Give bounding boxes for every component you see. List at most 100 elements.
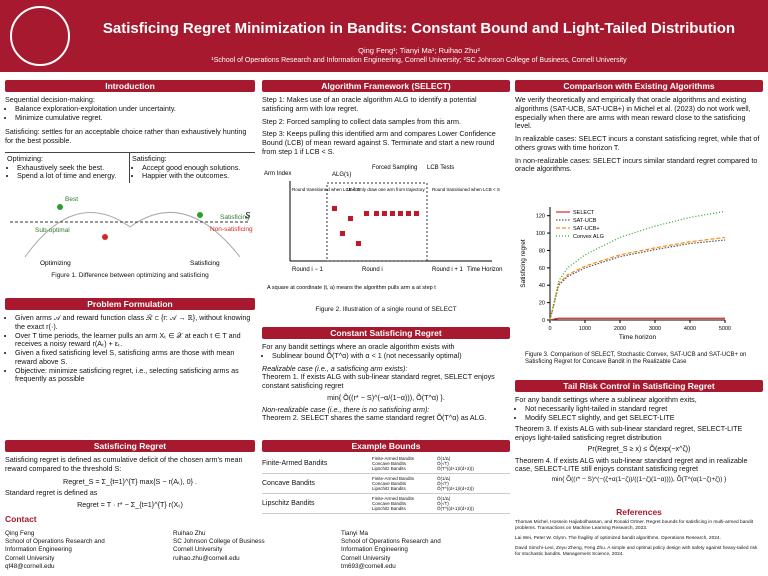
label: Satisficing xyxy=(220,214,250,221)
cell-line: Finite-Armed Bandits Õ(1/Δ) xyxy=(372,456,510,461)
title: Satisficing Regret Minimization in Bandi… xyxy=(102,20,736,37)
label: Time Horizon xyxy=(467,267,502,273)
series-line xyxy=(549,317,725,321)
text: Theorem 3. If exists ALG with sub-linear… xyxy=(515,424,743,443)
label: S xyxy=(245,211,251,220)
cell-line: Lipschitz Bandits Õ(T^((d+1)/(d+2))) xyxy=(372,506,510,511)
row-cells: Finite-Armed Bandits Õ(1/Δ) Concave Bandit… xyxy=(372,496,510,512)
contact-line: School of Operations Research and xyxy=(5,538,105,546)
paragraph: We verify theoretically and empirically … xyxy=(515,95,751,131)
list-item: Minimize cumulative regret. xyxy=(15,113,255,123)
cell: Õ(1/Δ) xyxy=(437,455,451,461)
x-tick-label: 4000 xyxy=(684,326,696,332)
contact-line: ruihao.zhu@cornell.edu xyxy=(173,554,240,562)
text: Theorem 1. If exists ALG with sub-linear… xyxy=(262,372,495,391)
contact-line: Tianyi Ma xyxy=(341,530,369,537)
heading: Tail Risk Control in Satisficing Regret xyxy=(515,380,763,392)
y-tick-label: 80 xyxy=(539,248,545,254)
text: Standard regret is defined as xyxy=(5,488,98,498)
text: Sublinear bound Õ(T^α) with α < 1 (not n… xyxy=(272,351,510,361)
y-tick-label: 60 xyxy=(539,266,545,272)
dot xyxy=(102,234,108,241)
cell-line: Finite-Armed Bandits Õ(1/Δ) xyxy=(372,496,510,501)
table-row: Finite-Armed Bandits Finite-Armed Bandits… xyxy=(262,454,510,474)
label: Round transitioned when LCB < S xyxy=(432,187,500,192)
dot xyxy=(197,212,203,219)
row-label: Lipschitz Bandits xyxy=(262,500,315,507)
legend-label: SAT-UCB xyxy=(573,218,597,224)
table-row: Lipschitz Bandits Finite-Armed Bandits Õ(1… xyxy=(262,494,510,514)
paragraph: Step 3: Keeps pulling this identified ar… xyxy=(262,129,496,156)
cell: Finite-Armed Bandits xyxy=(372,495,415,501)
heading: Problem Formulation xyxy=(5,298,255,310)
contact-line: School of Operations Research and xyxy=(341,538,441,546)
label: A square at coordinate (t, a) means the … xyxy=(267,285,436,291)
x-tick-label: 0 xyxy=(548,326,551,332)
series-line xyxy=(549,239,726,321)
text: Non-realizable case (i.e., there is no s… xyxy=(262,404,430,414)
cell-line: Lipschitz Bandits Õ(T^((d+1)/(d+2))) xyxy=(372,466,510,471)
text: Realizable case (i.e., a satisficing arm… xyxy=(262,363,408,373)
paragraph: Lai Wei, Peter W. Glynn. The fragility o… xyxy=(515,535,721,541)
row-cells: Finite-Armed Bandits Õ(1/Δ) Concave Bandit… xyxy=(372,476,510,492)
heading: Constant Satisficing Regret xyxy=(262,327,510,339)
y-tick-label: 20 xyxy=(539,301,545,307)
cell: Õ(T^((d+1)/(d+2))) xyxy=(437,506,474,512)
cell-line: Concave Bandits Õ(√T) xyxy=(372,461,510,466)
contact-line: Information Engineering xyxy=(5,546,72,554)
sat-regret: Satisficing Regret Satisficing regret is… xyxy=(5,440,255,513)
logo xyxy=(10,6,70,66)
label: Forced Sampling xyxy=(372,165,417,171)
figure-2: ALG(τᵢ) Forced Sampling LCB Tests Arm In… xyxy=(264,165,502,291)
paragraph: Thomas Michel, Hossein Hajiabolhassan, a… xyxy=(515,520,754,531)
caption: Figure 3. Comparison of SELECT, Stochast… xyxy=(525,352,747,366)
constant: Constant Satisficing Regret For any band… xyxy=(262,327,510,423)
formula: Pr(Regret_S ≥ x) ≤ Õ(exp(−x^ζ)) xyxy=(587,443,691,453)
people: Qing Feng School of Operations Research a… xyxy=(5,530,510,571)
caption: Figure 2. Illustration of a single round… xyxy=(315,305,457,313)
examples: Example Bounds Finite-Armed Bandits Finit… xyxy=(262,440,510,514)
contact-line: qf48@cornell.edu xyxy=(5,562,55,570)
steps: Step 1: Makes use of an oracle algorithm… xyxy=(262,95,510,157)
list-item: Not necessarily light-tailed in standard… xyxy=(525,404,763,414)
authors: Qing Feng¹; Tianyi Ma¹; Ruihao Zhu² xyxy=(358,46,480,55)
contact-line: Cornell University xyxy=(5,554,55,562)
list-item: Exhaustively seek the best. xyxy=(17,163,127,173)
formula: Regret_S = Σ_{t=1}^{T} max{S − r(Aₜ), 0}… xyxy=(63,476,197,486)
paragraph: Step 1: Makes use of an oracle algorithm… xyxy=(262,95,477,113)
x-tick-label: 1000 xyxy=(579,326,591,332)
cell: Finite-Armed Bandits xyxy=(372,475,415,481)
cell-line: Finite-Armed Bandits Õ(1/Δ) xyxy=(372,476,510,481)
squares xyxy=(332,205,419,246)
cell: Finite-Armed Bandits xyxy=(372,455,415,461)
cell-line: Lipschitz Bandits Õ(T^((d+1)/(d+2))) xyxy=(372,486,510,491)
heading: Example Bounds xyxy=(262,440,510,452)
cell-line: Concave Bandits Õ(√T) xyxy=(372,481,510,486)
y-tick-label: 120 xyxy=(536,214,545,220)
contact-card: Ruihao Zhu SC Johnson College of Business… xyxy=(173,530,341,571)
list-item: Balance exploration-exploitation under u… xyxy=(15,104,255,114)
cell: Concave Bandits xyxy=(372,460,407,466)
cell: Concave Bandits xyxy=(372,500,407,506)
list: Not necessarily light-tailed in standard… xyxy=(515,404,763,423)
cell: Õ(√T) xyxy=(437,460,449,466)
text: Optimizing: xyxy=(7,153,43,163)
paragraph: Step 2: Forced sampling to collect data … xyxy=(262,116,461,126)
round-box xyxy=(326,182,428,262)
formula: Regret = T · r* − Σ_{t=1}^{T} r(Xₜ) xyxy=(77,500,183,510)
label: Round transitioned when LCB < S xyxy=(292,187,360,192)
heading: References xyxy=(616,507,662,517)
list-item: Given a fixed satisficing level S, satis… xyxy=(15,348,255,367)
x-axis-label: Time horizon xyxy=(619,334,657,341)
list-item: Given arms 𝒜 and reward function class ℛ… xyxy=(15,313,255,332)
y-tick-label: 40 xyxy=(539,283,545,289)
legend-label: SAT-UCB+ xyxy=(573,226,600,232)
cell-line: Concave Bandits Õ(√T) xyxy=(372,501,510,506)
list-item: Happier with the outcomes. xyxy=(142,172,253,181)
cell: Õ(1/Δ) xyxy=(437,475,451,481)
list-item: Objective: minimize satisficing regret, … xyxy=(15,366,255,385)
list-item: Modify SELECT slightly, and get SELECT-L… xyxy=(525,413,763,423)
contact-line: tm693@cornell.edu xyxy=(341,562,396,570)
contact-line: Ruihao Zhu xyxy=(173,530,206,537)
